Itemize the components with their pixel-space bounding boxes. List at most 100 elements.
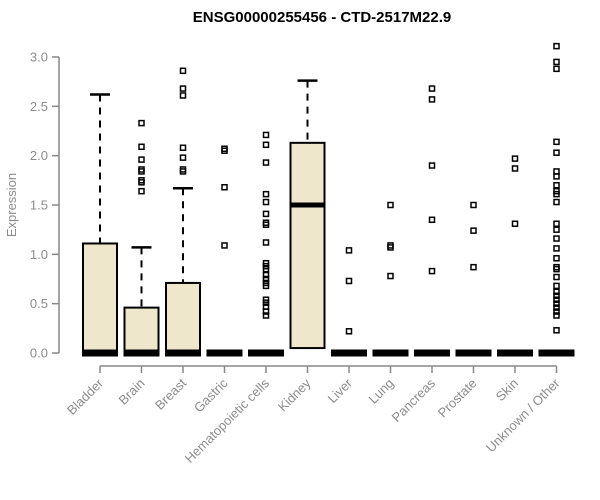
- outlier-point: [553, 282, 560, 290]
- outlier-point: [138, 143, 145, 151]
- chart-title: ENSG00000255456 - CTD-2517M22.9: [193, 9, 452, 26]
- outlier-point: [553, 173, 560, 180]
- outlier-point: [138, 156, 145, 163]
- outlier-point: [553, 296, 560, 303]
- x-tick-label-liver: Liver: [325, 375, 356, 406]
- y-tick-label: 3.0: [30, 49, 48, 64]
- outlier-point: [511, 165, 519, 172]
- median-pancreas: [414, 349, 450, 357]
- outlier-point: [138, 119, 145, 127]
- outlier-point: [345, 328, 353, 335]
- outlier-point: [553, 312, 560, 319]
- outlier-point: [428, 162, 436, 169]
- outlier-point: [553, 198, 560, 206]
- outlier-point: [387, 244, 394, 251]
- outlier-point: [221, 242, 228, 249]
- x-tick-label-brain: Brain: [116, 376, 148, 408]
- outlier-point: [511, 155, 519, 162]
- x-tick-label-gastric: Gastric: [191, 375, 231, 415]
- outlier-point: [553, 245, 560, 252]
- y-tick-label: 1.5: [30, 197, 48, 212]
- x-tick-label-lung: Lung: [366, 376, 397, 407]
- outlier-point: [470, 227, 477, 234]
- median-unknown-other: [538, 349, 575, 357]
- outlier-point: [553, 273, 560, 281]
- outlier-point: [179, 92, 187, 99]
- outlier-point: [262, 265, 270, 273]
- outlier-point: [553, 308, 560, 315]
- median-kidney: [290, 202, 325, 208]
- outlier-point: [138, 168, 145, 175]
- median-brain: [123, 349, 160, 357]
- outlier-point: [179, 67, 187, 75]
- outlier-point: [553, 220, 560, 227]
- outlier-point: [470, 263, 477, 271]
- outlier-point: [345, 247, 353, 254]
- median-liver: [331, 349, 367, 357]
- outlier-point: [553, 226, 560, 233]
- outlier-point: [553, 65, 560, 73]
- outlier-point: [179, 168, 187, 175]
- outlier-point: [221, 147, 228, 154]
- outlier-point: [553, 304, 560, 311]
- x-tick-label-prostate: Prostate: [435, 376, 480, 421]
- outlier-point: [262, 190, 270, 198]
- y-tick-label: 2.0: [30, 148, 48, 163]
- x-tick-label-bladder: Bladder: [64, 375, 107, 418]
- y-tick-label: 0.5: [30, 296, 48, 311]
- y-tick-label: 2.5: [30, 99, 48, 114]
- outlier-point: [387, 201, 394, 209]
- median-skin: [497, 349, 533, 357]
- outlier-point: [179, 144, 187, 152]
- box-bladder: [82, 242, 118, 354]
- outlier-point: [221, 183, 228, 191]
- median-breast: [165, 349, 201, 357]
- outlier-point: [428, 85, 436, 92]
- median-prostate: [455, 349, 492, 357]
- x-tick-label-pancreas: Pancreas: [389, 375, 439, 425]
- outlier-point: [262, 299, 270, 306]
- outlier-point: [428, 267, 436, 275]
- outlier-point: [428, 96, 436, 103]
- outlier-point: [345, 277, 353, 285]
- outlier-point: [262, 221, 270, 228]
- x-tick-label-breast: Breast: [152, 375, 189, 412]
- box-brain: [123, 306, 160, 354]
- outlier-point: [262, 308, 270, 315]
- outlier-point: [262, 282, 270, 290]
- outlier-point: [553, 190, 560, 198]
- box-breast: [165, 281, 201, 355]
- outlier-point: [553, 58, 560, 66]
- outlier-point: [553, 292, 560, 300]
- y-tick-label: 1.0: [30, 247, 48, 262]
- outlier-point: [553, 327, 560, 334]
- outlier-point: [262, 239, 270, 246]
- y-axis-label: Expression: [4, 173, 19, 237]
- x-tick-label-unknown-other: Unknown / Other: [483, 375, 563, 455]
- x-tick-label-skin: Skin: [493, 376, 521, 404]
- x-tick-label-kidney: Kidney: [275, 375, 314, 414]
- median-hematopoietic-cells: [248, 349, 284, 357]
- outlier-point: [553, 42, 560, 50]
- outlier-point: [553, 255, 560, 262]
- outlier-point: [262, 141, 270, 149]
- outlier-point: [387, 272, 394, 280]
- outlier-point: [262, 210, 270, 218]
- median-lung: [372, 349, 409, 357]
- outlier-point: [179, 154, 187, 161]
- outlier-point: [179, 85, 187, 92]
- outlier-point: [262, 275, 270, 283]
- outlier-point: [262, 131, 270, 139]
- outlier-point: [262, 271, 270, 279]
- outlier-point: [428, 216, 436, 224]
- outlier-point: [553, 288, 560, 296]
- outlier-point: [511, 220, 519, 227]
- outlier-point: [262, 312, 270, 319]
- outlier-point: [553, 235, 560, 242]
- outlier-point: [470, 201, 477, 209]
- median-gastric: [206, 349, 243, 357]
- plot-area: 0.0 0.5 1.0 1.5 2.0 2.5 3.0 Bladder Brain Breast G…: [30, 42, 575, 466]
- outlier-point: [138, 179, 145, 186]
